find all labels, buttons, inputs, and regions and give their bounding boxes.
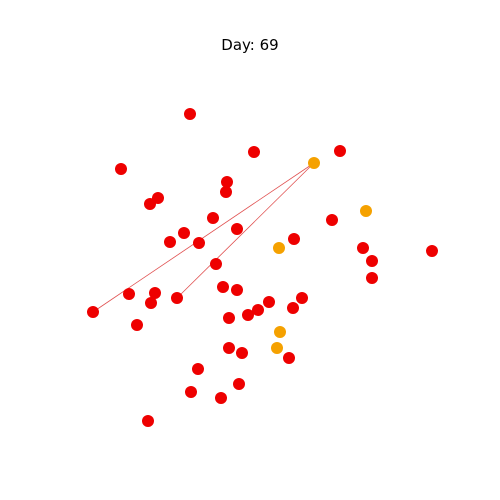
red-point-42 [192,363,204,375]
red-point-15 [193,237,205,249]
red-point-19 [426,245,438,257]
red-point-29 [296,292,308,304]
red-point-5 [221,176,233,188]
red-point-30 [263,296,275,308]
red-point-12 [231,223,243,235]
orange-point-3 [308,157,320,169]
red-point-41 [283,352,295,364]
red-point-4 [115,163,127,175]
red-point-26 [149,287,161,299]
red-point-13 [178,227,190,239]
red-point-32 [252,304,264,316]
red-point-28 [145,297,157,309]
red-point-6 [220,186,232,198]
orange-point-17 [273,242,285,254]
link-line-1 [176,162,315,299]
red-point-16 [288,233,300,245]
red-point-11 [326,214,338,226]
red-point-44 [185,386,197,398]
points-layer [87,108,438,427]
red-point-27 [171,292,183,304]
red-point-20 [366,255,378,267]
red-point-21 [210,258,222,270]
red-point-2 [334,145,346,157]
red-point-0 [184,108,196,120]
red-point-38 [223,342,235,354]
red-point-14 [164,236,176,248]
red-point-23 [217,281,229,293]
red-point-46 [142,415,154,427]
red-point-40 [236,347,248,359]
chart-title: Day: 69 [221,36,279,54]
red-point-1 [248,146,260,158]
red-point-22 [366,272,378,284]
red-point-33 [87,306,99,318]
links-layer [92,162,315,313]
red-point-24 [231,284,243,296]
red-point-34 [242,309,254,321]
red-point-35 [223,312,235,324]
orange-point-9 [360,205,372,217]
red-point-43 [233,378,245,390]
red-point-8 [144,198,156,210]
red-point-18 [357,242,369,254]
red-point-36 [131,319,143,331]
red-point-31 [287,302,299,314]
orange-point-39 [271,342,283,354]
red-point-10 [207,212,219,224]
red-point-25 [123,288,135,300]
red-point-45 [215,392,227,404]
link-line-0 [92,162,315,313]
orange-point-37 [274,326,286,338]
